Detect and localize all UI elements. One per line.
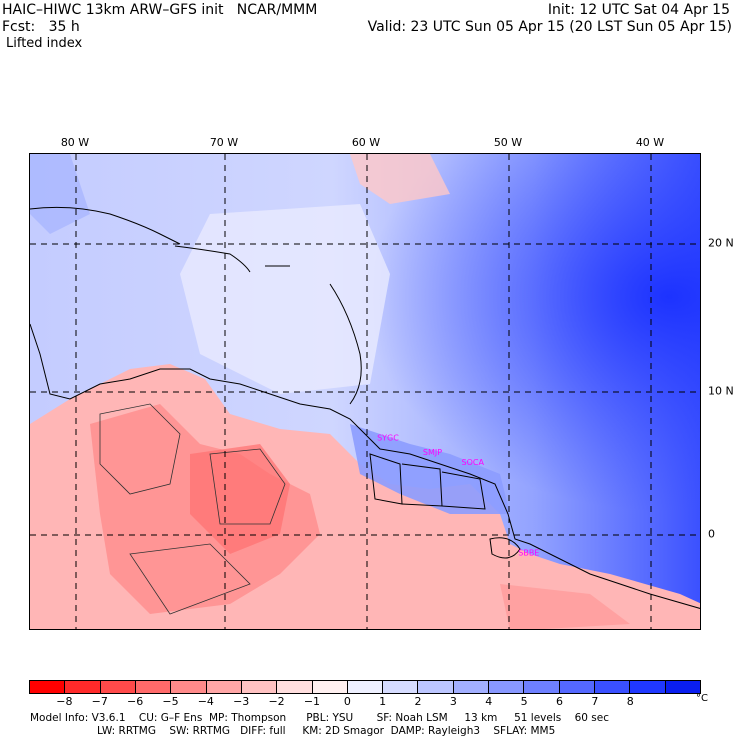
lon-label-60w: 60 W xyxy=(351,136,381,149)
footer-km: KM: 2D Smagor xyxy=(302,725,384,737)
colorbar-unit: °C xyxy=(696,693,708,704)
model-title: HAIC–HIWC 13km ARW–GFS init NCAR/MMM xyxy=(2,2,318,18)
lat-label-10n: 10 N xyxy=(708,384,734,398)
colorbar-tick-label: 6 xyxy=(556,695,564,708)
graticule xyxy=(30,154,700,629)
south-america-coast xyxy=(30,323,700,609)
colorbar-tick-label: 4 xyxy=(485,695,493,708)
colorbar-tick-label: 0 xyxy=(343,695,351,708)
colorbar-swatch xyxy=(277,681,313,693)
map-canvas: SYGC SMJP SOCA SBBE xyxy=(30,154,700,629)
station-smjp: SMJP xyxy=(423,448,442,457)
lesser-antilles-arc xyxy=(329,283,362,405)
colorbar-tick-label: 5 xyxy=(520,695,528,708)
footer-sw: SW: RRTMG xyxy=(169,725,231,737)
marajo-island xyxy=(489,537,521,559)
hispaniola-coast xyxy=(174,245,251,273)
colorbar-tick-label: 7 xyxy=(591,695,599,708)
colorbar-swatch xyxy=(418,681,454,693)
colorbar-swatch xyxy=(524,681,560,693)
colorbar-swatch xyxy=(206,681,242,693)
northern-warm-patch xyxy=(350,154,450,204)
contour-3 xyxy=(129,543,251,615)
colorbar-tick-label: 2 xyxy=(414,695,422,708)
station-soca: SOCA xyxy=(462,458,485,467)
valid-time: Valid: 23 UTC Sun 05 Apr 15 (20 LST Sun … xyxy=(367,19,732,35)
forecast-hour: Fcst: 35 h xyxy=(2,19,80,35)
lat-label-0: 0 xyxy=(708,527,715,541)
lon-label-70w: 70 W xyxy=(209,136,239,149)
lat-label-20n: 20 N xyxy=(708,236,734,250)
footer-line-1: Model Info: V3.6.1 CU: G–F Ens MP: Thomp… xyxy=(30,712,609,725)
li-contours xyxy=(99,403,286,615)
colorbar-tick-label: −1 xyxy=(303,695,321,708)
colorbar-swatch xyxy=(30,681,66,693)
colorbar-tick-label: 1 xyxy=(379,695,387,708)
footer-line-2: LW: RRTMG SW: RRTMG DIFF: full KM: 2D Sm… xyxy=(97,725,555,738)
colorbar-tick-label: −7 xyxy=(91,695,108,708)
colorbar-swatch xyxy=(383,681,419,693)
coastlines xyxy=(30,206,700,609)
colorbar-swatch xyxy=(595,681,631,693)
colorbar-swatch xyxy=(347,681,384,693)
footer-lw: LW: RRTMG xyxy=(97,725,156,737)
lon-label-40w: 40 W xyxy=(635,136,665,149)
colorbar-tick-label: −8 xyxy=(56,695,73,708)
footer-levels: 51 levels xyxy=(514,712,562,724)
station-sygc: SYGC xyxy=(377,433,399,442)
init-time: Init: 12 UTC Sat 04 Apr 15 xyxy=(547,2,730,18)
guianas-stable-pocket xyxy=(350,424,510,514)
footer-diff: DIFF: full xyxy=(240,725,286,737)
lifted-index-map: SYGC SMJP SOCA SBBE xyxy=(29,153,701,630)
colorbar-swatch xyxy=(65,681,101,693)
colorbar-swatch xyxy=(559,681,595,693)
footer-damp: DAMP: Rayleigh3 xyxy=(390,725,481,737)
colorbar-tick-label: −2 xyxy=(268,695,285,708)
french-guiana-border xyxy=(441,471,486,510)
colorbar-swatch xyxy=(312,681,348,693)
colorbar-swatch xyxy=(665,681,700,693)
contour-2 xyxy=(209,448,286,525)
unstable-core-east xyxy=(500,584,630,629)
colorbar-swatch xyxy=(135,681,172,693)
colorbar-tick-label: −6 xyxy=(126,695,144,708)
colorbar-tick-label: −3 xyxy=(233,695,250,708)
colorbar-swatch xyxy=(171,681,207,693)
footer-timestep: 60 sec xyxy=(574,712,609,724)
colorbar xyxy=(29,680,701,694)
footer-model-info: Model Info: V3.6.1 xyxy=(30,712,126,724)
lon-label-80w: 80 W xyxy=(60,136,90,149)
footer-cu: CU: G–F Ens xyxy=(138,712,203,724)
colorbar-tick-label: −5 xyxy=(162,695,179,708)
lon-label-50w: 50 W xyxy=(493,136,523,149)
station-markers: SYGC SMJP SOCA SBBE xyxy=(377,433,539,557)
colorbar-swatch xyxy=(100,681,136,693)
colorbar-tick-label: −4 xyxy=(197,695,214,708)
footer-resolution: 13 km xyxy=(464,712,498,724)
colorbar-swatch xyxy=(453,681,490,693)
caribbean-light-area xyxy=(180,204,390,394)
cuba-coast xyxy=(30,206,181,245)
colorbar-tick-label: 3 xyxy=(449,695,457,708)
northwest-stable-area xyxy=(30,154,90,234)
colorbar-tick-label: 8 xyxy=(626,695,634,708)
footer-pbl: PBL: YSU xyxy=(306,712,354,724)
footer-mp: MP: Thompson xyxy=(208,712,287,724)
colorbar-swatch xyxy=(489,681,525,693)
suriname-border xyxy=(401,463,443,507)
colorbar-swatch xyxy=(630,681,666,693)
colorbar-swatch xyxy=(241,681,278,693)
footer-sf: SF: Noah LSM xyxy=(376,712,448,724)
field-name: Lifted index xyxy=(6,36,83,51)
station-sbbe: SBBE xyxy=(518,548,539,557)
contour-1 xyxy=(99,403,181,495)
footer-sflay: SFLAY: MM5 xyxy=(493,725,556,737)
unstable-core-center xyxy=(190,444,290,554)
